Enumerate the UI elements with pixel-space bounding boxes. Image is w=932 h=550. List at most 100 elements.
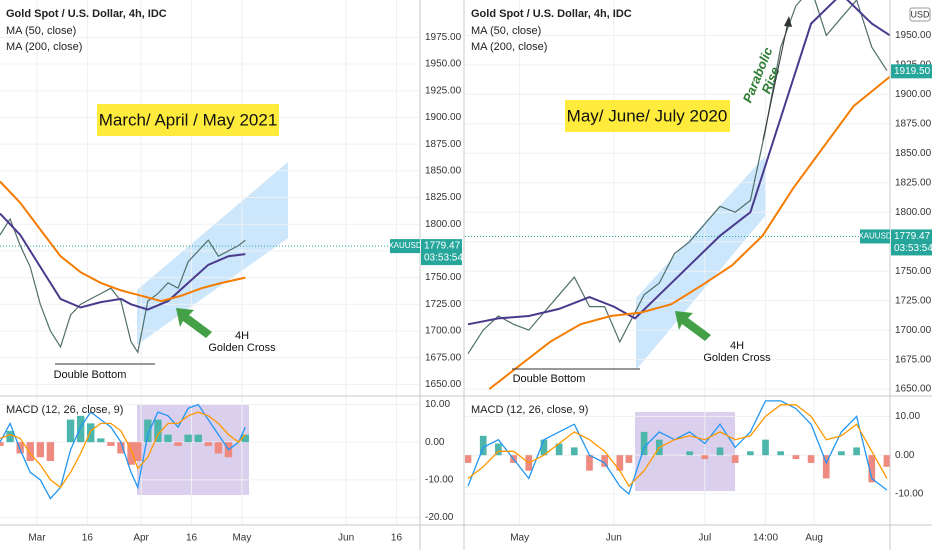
histogram-bar xyxy=(0,442,4,446)
y-tick-label: 1875.00 xyxy=(425,139,462,150)
y-tick-label: 1850.00 xyxy=(425,165,462,176)
data-layer xyxy=(0,0,890,500)
price-pane xyxy=(465,0,890,390)
currency-label: USD xyxy=(910,9,930,19)
moving-average xyxy=(467,0,890,326)
x-tick-label: 16 xyxy=(82,533,94,544)
x-tick-label: 16 xyxy=(391,533,403,544)
histogram-bar xyxy=(747,451,754,456)
symbol-tag xyxy=(390,239,420,254)
histogram-bar xyxy=(184,434,192,443)
histogram-bar xyxy=(777,451,785,456)
histogram-bar xyxy=(479,435,487,456)
histogram-bar xyxy=(762,439,769,456)
y-tick-label: -20.00 xyxy=(425,512,454,523)
signal-line xyxy=(467,404,888,488)
histogram-bar xyxy=(701,455,709,460)
x-tick-label: May xyxy=(510,533,529,544)
x-tick-label: Aug xyxy=(805,533,823,544)
moving-average xyxy=(0,180,246,303)
trend-arrow-head xyxy=(784,16,792,27)
price-pane xyxy=(0,180,420,354)
countdown-label: 03:53:54 xyxy=(424,253,463,264)
x-tick-label: Mar xyxy=(28,533,46,544)
chart-title: Gold Spot / U.S. Dollar, 4h, IDC xyxy=(6,8,167,20)
y-tick-label: -10.00 xyxy=(425,474,454,485)
y-tick-label: 1675.00 xyxy=(425,352,462,363)
symbol-label: XAUUSD xyxy=(858,232,892,241)
histogram-bar xyxy=(26,442,34,461)
histogram-bar xyxy=(731,455,739,463)
x-tick-label: Jun xyxy=(606,533,622,544)
histogram-bar xyxy=(144,419,152,443)
label-box xyxy=(97,104,279,136)
period-label: March/ April / May 2021 xyxy=(99,110,278,129)
legend-entry: MA (50, close) xyxy=(6,25,76,37)
y-tick-label: 1650.00 xyxy=(425,379,462,390)
y-tick-label: 1950.00 xyxy=(895,30,932,41)
y-tick-label: 1900.00 xyxy=(425,112,462,123)
price-tag xyxy=(421,239,462,266)
price-tag xyxy=(891,229,932,256)
currency-box xyxy=(909,7,931,22)
x-tick-label: Jul xyxy=(698,533,711,544)
legend-entry: MA (50, close) xyxy=(471,25,541,37)
y-tick-label: 1800.00 xyxy=(895,207,932,218)
moving-average xyxy=(0,212,246,311)
channel xyxy=(636,155,766,370)
histogram-bar xyxy=(214,442,223,454)
y-tick-label: 0.00 xyxy=(425,437,445,448)
y-tick-label: -10.00 xyxy=(895,489,924,500)
y-tick-label: 1700.00 xyxy=(425,326,462,337)
chart-title: Gold Spot / U.S. Dollar, 4h, IDC xyxy=(471,8,632,20)
histogram-bar xyxy=(838,451,845,456)
y-tick-label: 0.00 xyxy=(895,450,915,461)
histogram-bar xyxy=(465,455,472,463)
macd-title: MACD (12, 26, close, 9) xyxy=(6,404,123,416)
histogram-bar xyxy=(616,455,624,471)
histogram-bar xyxy=(883,455,890,467)
histogram-bar xyxy=(601,455,608,467)
y-tick-label: 10.00 xyxy=(895,411,920,422)
y-tick-label: 1925.00 xyxy=(425,85,462,96)
price-line xyxy=(467,0,888,355)
trend-arrow xyxy=(762,21,789,141)
histogram-bar xyxy=(46,442,55,461)
histogram-bar xyxy=(164,434,172,443)
x-tick-label: Jun xyxy=(338,533,354,544)
histogram-bar xyxy=(134,442,142,461)
macd-pane xyxy=(0,403,249,500)
arrow xyxy=(176,308,212,338)
legend-entry: MA (200, close) xyxy=(6,41,82,53)
histogram-bar xyxy=(194,434,202,443)
histogram-bar xyxy=(686,451,693,456)
histogram-bar xyxy=(204,442,213,446)
histogram-bar xyxy=(97,438,105,443)
double-bottom-label: Double Bottom xyxy=(513,373,586,385)
x-tick-label: 14:00 xyxy=(753,533,778,544)
histogram-bar xyxy=(174,442,182,446)
histogram-bar xyxy=(87,423,95,443)
legend-entry: MA (200, close) xyxy=(471,41,547,53)
y-tick-label: 1950.00 xyxy=(425,59,462,70)
cross-label: Golden Cross xyxy=(208,342,276,354)
histogram-bar xyxy=(555,443,563,456)
histogram-bar xyxy=(127,442,135,465)
y-tick-label: 1725.00 xyxy=(895,295,932,306)
histogram-bar xyxy=(66,419,75,443)
countdown-label: 03:53:54 xyxy=(894,243,932,254)
cross-label: Golden Cross xyxy=(703,352,771,364)
histogram-bar xyxy=(495,443,502,456)
y-tick-label: 1750.00 xyxy=(425,272,462,283)
y-tick-label: 10.00 xyxy=(425,399,450,410)
histogram-bar xyxy=(76,415,85,443)
histogram-bar xyxy=(570,447,578,456)
price-line xyxy=(0,217,246,354)
histogram-bar xyxy=(107,442,115,446)
moving-average xyxy=(488,75,890,390)
arrow xyxy=(675,311,711,341)
y-tick-label: 1700.00 xyxy=(895,325,932,336)
last-price-label: 1779.47 xyxy=(424,241,461,252)
histogram-bar xyxy=(625,455,633,463)
macd-pane xyxy=(465,400,890,496)
